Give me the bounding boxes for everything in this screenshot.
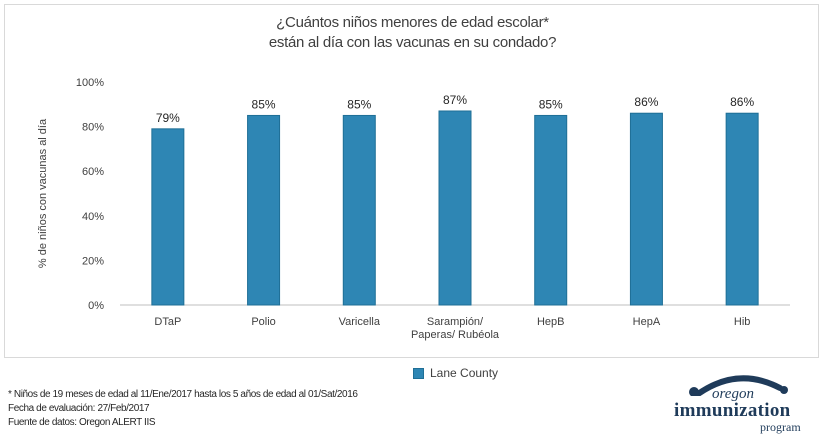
footnote-evaluation-date: Fecha de evaluación: 27/Feb/2017 [8,403,150,414]
footnote-age-range: * Niños de 19 meses de edad al 11/Ene/20… [8,389,358,400]
y-axis-label: % de niños con vacunas al día [37,118,49,268]
bar-data-label: 86% [730,95,754,109]
bar [629,112,663,306]
x-category-label: Polio [251,316,275,328]
logo-text-program: program [760,420,801,434]
oregon-immunization-logo: oregon immunization program [672,372,820,434]
bar [725,112,759,306]
x-category-label: Varicella [339,316,381,328]
bar-chart: 0% 20% 40% 60% 80% 100% % de niños con vacunas… [37,77,790,341]
y-tick-label: 80% [82,122,104,134]
y-tick-label: 20% [82,255,104,267]
bar-data-label: 79% [156,111,180,125]
chart-frame [4,4,819,358]
chart-title-line-1: ¿Cuántos niños menores de edad escolar* [276,14,549,31]
y-tick-label: 0% [88,300,104,312]
logo-text-immunization: immunization [674,400,791,421]
logo-arc-icon [689,375,788,396]
x-category-label: HepB [537,316,565,328]
legend: Lane County [413,366,498,380]
chart-title-line-2: están al día con las vacunas en su conda… [268,34,557,51]
legend-swatch [413,367,424,379]
y-tick-label: 100% [76,77,104,89]
bar [534,114,568,306]
y-tick-label: 60% [82,166,104,178]
x-category-label: Sarampión/ [427,316,484,328]
bar-data-label: 85% [539,97,563,111]
bar-data-label: 85% [252,97,276,111]
bar-data-label: 86% [634,95,658,109]
bar-data-label: 87% [443,93,467,107]
bar-data-label: 85% [347,97,371,111]
x-category-label: Hib [734,316,751,328]
footnote-data-source: Fuente de datos: Oregon ALERT IIS [8,417,156,428]
bar [438,110,472,306]
bar [151,128,185,306]
footnotes: * Niños de 19 meses de edad al 11/Ene/20… [8,388,358,430]
logo-text-oregon: oregon [712,386,754,402]
bar [342,114,376,306]
x-category-label: DTaP [154,316,181,328]
y-tick-label: 40% [82,211,104,223]
x-category-label: Paperas/ Rubéola [411,329,500,341]
x-category-label: HepA [633,316,661,328]
legend-label: Lane County [430,366,499,380]
bar [247,114,281,306]
